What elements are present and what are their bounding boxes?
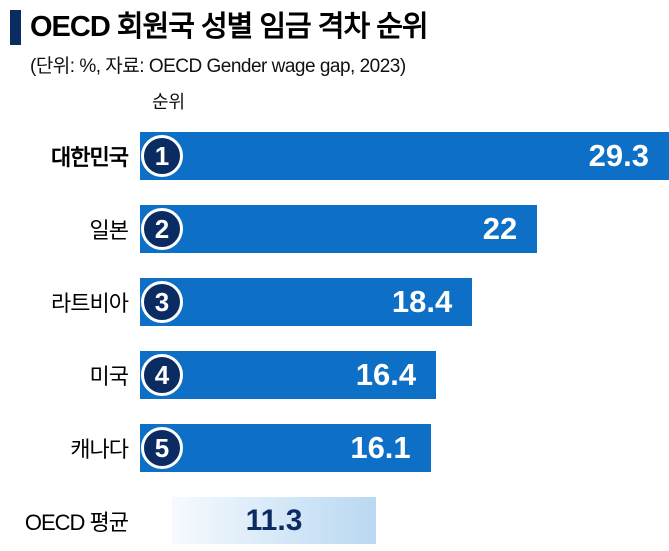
bar-value-label: 22 [482,211,518,247]
rank-badge: 5 [141,427,183,470]
bar-canada: 5 16.1 [140,424,431,473]
chart-subtitle: (단위: %, 자료: OECD Gender wage gap, 2023) [30,55,406,77]
bar-row-korea: 대한민국 1 29.3 [0,120,669,193]
average-row: OECD 평균 11.3 [0,491,669,551]
rank-badge: 3 [141,281,183,324]
country-label: 일본 [89,218,129,244]
bar-value-label: 29.3 [588,138,649,174]
bar-row-usa: 미국 4 16.4 [0,339,669,412]
average-bar: 11.3 [172,497,377,545]
rank-badge: 2 [141,208,183,251]
bar-track: 3 18.4 [140,278,669,327]
rank-badge: 4 [141,354,183,397]
bar-latvia: 3 18.4 [140,278,473,327]
title-row: OECD 회원국 성별 임금 격차 순위 [10,10,659,45]
bar-chart: 대한민국 1 29.3 일본 2 22 라트비아 3 [0,120,669,551]
bar-track: 1 29.3 [140,132,669,181]
rank-badge: 1 [141,135,183,178]
bar-track: 4 16.4 [140,351,669,400]
average-track: 11.3 [140,497,669,545]
bar-track: 5 16.1 [140,424,669,473]
title-accent-bar [10,10,21,45]
bar-row-japan: 일본 2 22 [0,193,669,266]
country-label: 캐나다 [70,437,129,463]
bar-row-canada: 캐나다 5 16.1 [0,412,669,485]
bar-value-label: 16.4 [355,357,417,393]
bar-row-latvia: 라트비아 3 18.4 [0,266,669,339]
bar-korea: 1 29.3 [140,132,669,181]
page-title: OECD 회원국 성별 임금 격차 순위 [30,11,429,43]
bar-usa: 4 16.4 [140,351,437,400]
bar-value-label: 16.1 [350,430,411,466]
rank-column-label: 순위 [152,91,186,112]
country-label: 라트비아 [51,291,129,317]
country-label: 대한민국 [51,145,129,171]
header: OECD 회원국 성별 임금 격차 순위 (단위: %, 자료: OECD Ge… [0,0,669,78]
average-label: OECD 평균 [24,509,129,535]
average-value-label: 11.3 [245,503,303,537]
bar-value-label: 18.4 [391,284,453,320]
bar-japan: 2 22 [140,205,538,254]
country-label: 미국 [89,364,129,390]
bar-track: 2 22 [140,205,669,254]
